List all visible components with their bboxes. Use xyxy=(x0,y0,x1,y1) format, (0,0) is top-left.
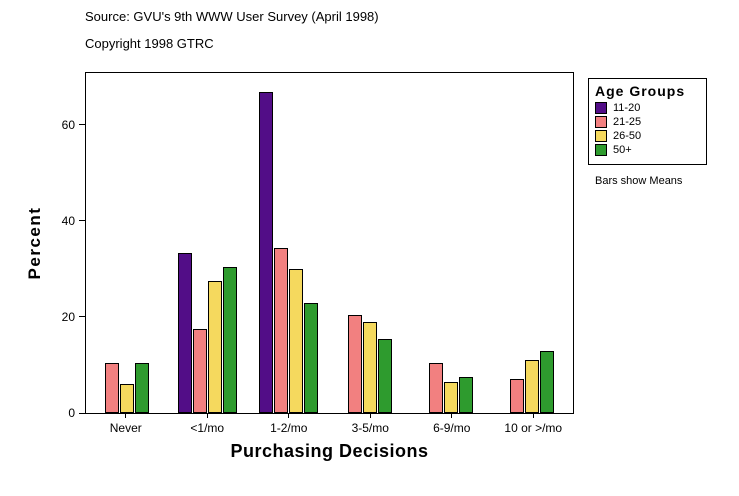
y-tick-label: 60 xyxy=(61,117,75,132)
y-tick: 20 xyxy=(62,311,85,323)
x-tick-mark xyxy=(206,413,208,418)
legend-swatch xyxy=(595,144,607,157)
legend-items: 11-20 21-25 26-50 50+ xyxy=(595,102,700,157)
x-tick: 3-5/mo xyxy=(330,413,412,435)
y-axis-ticks: 0 20 40 60 xyxy=(0,72,85,419)
source-text: Source: GVU's 9th WWW User Survey (April… xyxy=(85,9,379,24)
bar-50+ xyxy=(134,362,149,413)
legend-item: 50+ xyxy=(595,144,700,157)
bar-21-25 xyxy=(429,362,444,413)
legend-label: 21-25 xyxy=(613,116,642,129)
x-tick: <1/mo xyxy=(167,413,249,435)
plot-area xyxy=(85,72,574,414)
y-tick-label: 0 xyxy=(68,406,75,420)
x-labels: Never <1/mo 1-2/mo 3-5/mo 6-9/mo 10 or >/mo xyxy=(85,413,574,435)
bar-26-50 xyxy=(444,381,459,413)
legend-item: 11-20 xyxy=(595,102,700,115)
x-tick: 1-2/mo xyxy=(248,413,330,435)
bar-26-50 xyxy=(119,384,134,413)
bar-50+ xyxy=(540,350,555,413)
x-tick-mark xyxy=(125,413,127,418)
y-tick: 40 xyxy=(62,215,85,227)
x-tick-label: 10 or >/mo xyxy=(504,421,563,435)
x-tick: 10 or >/mo xyxy=(493,413,575,435)
x-tick-label: <1/mo xyxy=(190,421,225,435)
y-tick: 0 xyxy=(68,407,85,419)
bar-group xyxy=(248,73,329,413)
legend-note: Bars show Means xyxy=(595,175,683,187)
bar-11-20 xyxy=(178,252,193,413)
legend-label: 26-50 xyxy=(613,130,642,143)
x-tick-label: 1-2/mo xyxy=(270,421,308,435)
bar-26-50 xyxy=(363,322,378,413)
x-tick: 6-9/mo xyxy=(411,413,493,435)
legend-swatch xyxy=(595,116,607,129)
x-tick-mark xyxy=(369,413,371,418)
x-tick-mark xyxy=(288,413,290,418)
bar-group xyxy=(411,73,492,413)
bar-21-25 xyxy=(510,379,525,413)
bar-group xyxy=(330,73,411,413)
x-tick-label: 3-5/mo xyxy=(351,421,389,435)
x-tick-label: Never xyxy=(109,421,142,435)
legend-swatch xyxy=(595,130,607,143)
x-tick: Never xyxy=(85,413,167,435)
plot-bars xyxy=(86,73,573,413)
bar-50+ xyxy=(304,302,319,413)
y-tick-label: 40 xyxy=(61,213,75,228)
bar-50+ xyxy=(223,266,238,413)
bar-21-25 xyxy=(193,329,208,413)
legend-item: 26-50 xyxy=(595,130,700,143)
bar-group xyxy=(492,73,573,413)
legend-label: 11-20 xyxy=(613,102,641,114)
legend-item: 21-25 xyxy=(595,116,700,129)
x-axis-title: Purchasing Decisions xyxy=(230,441,429,461)
bar-26-50 xyxy=(525,360,540,413)
bar-group xyxy=(86,73,167,413)
bar-group xyxy=(167,73,248,413)
x-tick-label: 6-9/mo xyxy=(433,421,471,435)
bar-50+ xyxy=(378,338,393,413)
bar-26-50 xyxy=(208,281,223,413)
bar-21-25 xyxy=(104,362,119,413)
y-tick: 60 xyxy=(62,119,85,131)
legend: Age Groups 11-20 21-25 26-50 50+ xyxy=(588,78,707,166)
y-tick-mark xyxy=(79,220,85,222)
bar-21-25 xyxy=(348,314,363,413)
y-tick-mark xyxy=(79,124,85,126)
legend-label: 50+ xyxy=(613,144,632,157)
bar-26-50 xyxy=(289,269,304,413)
legend-title: Age Groups xyxy=(595,83,686,99)
legend-swatch xyxy=(595,102,607,115)
y-tick-label: 20 xyxy=(61,309,75,324)
bar-11-20 xyxy=(259,92,274,413)
y-tick-mark xyxy=(79,316,85,318)
y-tick-mark xyxy=(79,412,85,414)
copyright-text: Copyright 1998 GTRC xyxy=(85,36,214,51)
x-tick-mark xyxy=(451,413,453,418)
bar-50+ xyxy=(459,377,474,413)
x-tick-mark xyxy=(532,413,534,418)
bar-21-25 xyxy=(274,247,289,413)
